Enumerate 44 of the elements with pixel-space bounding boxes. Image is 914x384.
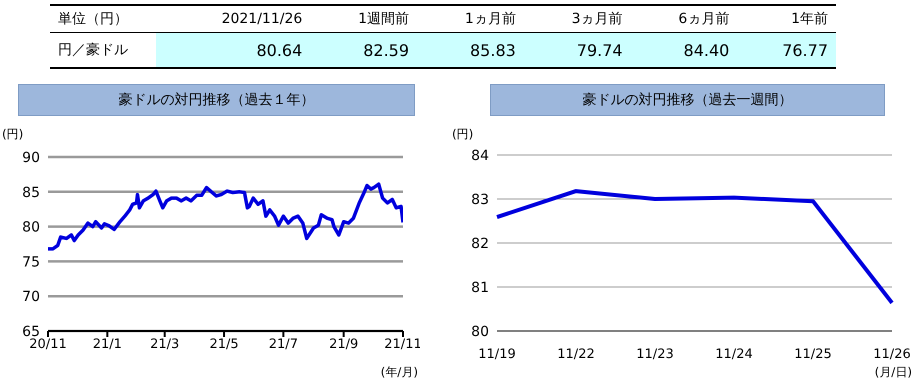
category-label: 1ヵ月前 xyxy=(464,10,517,29)
y-tick-label: 80 xyxy=(471,324,489,340)
x-tick-label: 21/3 xyxy=(150,337,180,352)
x-tick-label: 11/22 xyxy=(557,347,595,362)
y-tick-label: 84 xyxy=(471,148,490,164)
y-tick-label: 75 xyxy=(22,254,40,270)
y-tick-label: 90 xyxy=(22,150,40,166)
data-label: 84.40 xyxy=(630,32,738,68)
category-label: 3ヵ月前 xyxy=(570,10,624,29)
data-label: 79.74 xyxy=(524,32,631,68)
y-tick-label: 85 xyxy=(22,184,40,201)
category-label: 1週間前 xyxy=(357,10,410,29)
text: 単位（円） xyxy=(57,10,129,29)
category-label: 1年前 xyxy=(790,10,829,29)
y-tick-label: 70 xyxy=(22,289,40,306)
data-label: 76.77 xyxy=(737,32,836,68)
y-tick-label: 80 xyxy=(22,220,40,236)
x-tick-label: 21/7 xyxy=(268,337,298,352)
x-tick-label: 11/23 xyxy=(636,347,674,362)
data-label: 85.83 xyxy=(417,32,524,68)
x-axis-title: (月/日) xyxy=(874,364,912,381)
category-label: 6ヵ月前 xyxy=(677,10,730,29)
series-label: 円／豪ドル xyxy=(57,41,129,60)
x-tick-label: 21/9 xyxy=(329,337,358,352)
data-label: 80.64 xyxy=(156,32,310,68)
y-tick-label: 83 xyxy=(471,192,489,208)
y-tick-label: 82 xyxy=(471,236,489,252)
x-tick-label: 20/11 xyxy=(29,337,67,352)
data-label: 82.59 xyxy=(310,32,418,68)
chart-title: 豪ドルの対円推移（過去一週間） xyxy=(490,84,885,116)
y-axis-title: (円) xyxy=(2,126,24,143)
y-tick-label: 81 xyxy=(471,280,489,296)
line-series xyxy=(495,189,894,305)
x-tick-label: 21/1 xyxy=(92,337,122,352)
y-axis-title: (円) xyxy=(452,126,474,143)
x-axis-title: (年/月) xyxy=(380,364,418,381)
x-tick-label: 11/24 xyxy=(715,347,753,362)
category-label: 2021/11/26 xyxy=(220,10,304,29)
x-tick-label: 11/25 xyxy=(794,347,832,362)
x-tick-label: 21/5 xyxy=(209,337,239,352)
x-tick-label: 11/26 xyxy=(873,347,911,362)
chart-title: 豪ドルの対円推移（過去１年） xyxy=(18,84,415,116)
line-series xyxy=(48,182,403,251)
x-tick-label: 11/19 xyxy=(478,347,516,362)
